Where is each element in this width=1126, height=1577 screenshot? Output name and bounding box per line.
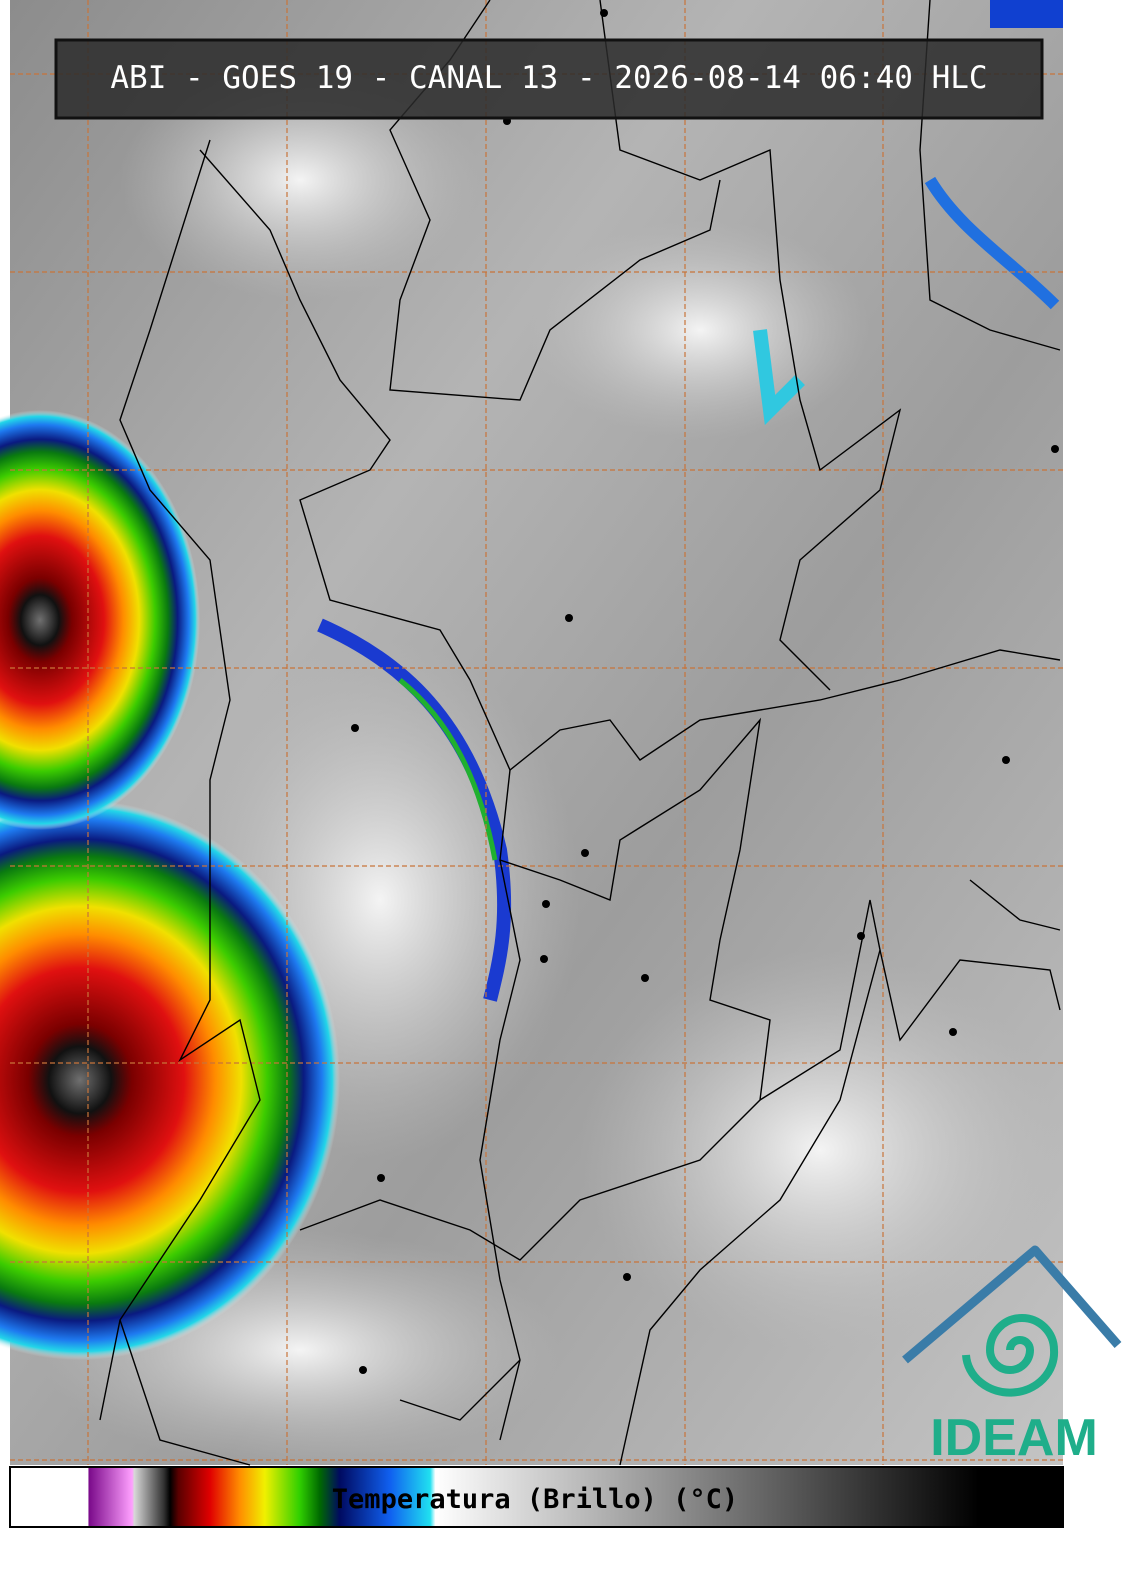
cloud [120,60,480,300]
title: ABI - GOES 19 - CANAL 13 - 2026-08-14 06… [110,60,987,96]
colorbar-scale [9,1466,1064,1528]
cloud [530,220,870,440]
logo-roof [902,1245,1122,1364]
colorbar-label: Temperatura (Brillo) (°C) [332,1484,738,1515]
title-background [54,38,1044,120]
cloud [580,950,1060,1350]
cloud-band [924,176,1060,310]
borders [99,0,1061,1466]
cloud-band [753,329,805,426]
logo-text: IDEAM [930,1409,1098,1467]
cloud-band [990,0,1063,28]
colorbar: Temperatura (Brillo) (°C) [9,1466,1064,1528]
title-box: ABI - GOES 19 - CANAL 13 - 2026-08-14 06… [54,38,1044,120]
map-area [0,0,1063,1470]
storm-cell [0,800,340,1360]
cloud-band [317,618,512,1002]
storm-cell [0,410,200,830]
cities [351,9,1059,1374]
logo: IDEAM [902,1245,1122,1467]
cloud-band [398,678,498,861]
logo-spiral [962,1314,1059,1397]
graticule [10,0,1063,1465]
